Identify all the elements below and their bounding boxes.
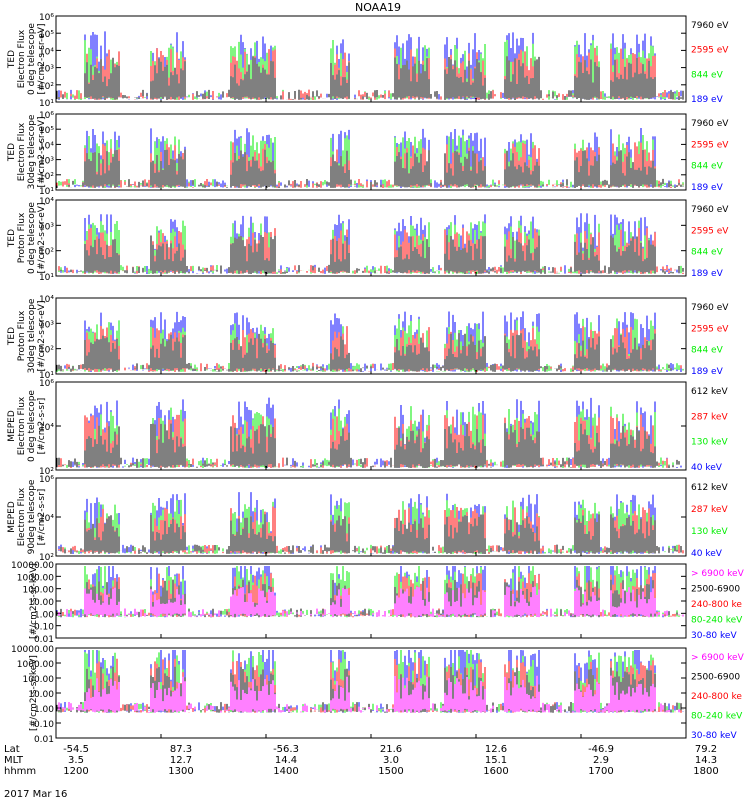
legend-entry: 7960 eV xyxy=(691,21,729,31)
y-axis-label: [#/cm2-s-sr] xyxy=(37,489,47,546)
legend-entry: 189 eV xyxy=(691,367,724,377)
y-axis-label: 0 deg telescope xyxy=(27,390,37,462)
y-axis-label: Electron Flux xyxy=(17,122,27,181)
y-axis-label: 0 deg telescope xyxy=(27,23,37,95)
y-axis-label: MEPED xyxy=(7,501,17,533)
y-axis-label: TED xyxy=(7,327,17,346)
legend-entry: 130 keV xyxy=(691,527,728,537)
y-axis-label: Electron Flux xyxy=(17,29,27,88)
panel-traces xyxy=(57,128,683,188)
y-axis-label: [#/cm2-s-sr-eV] xyxy=(37,24,47,95)
y-axis-label: [#/cm2-s-sr-eV] xyxy=(37,203,47,274)
legend-entry: 2595 eV xyxy=(691,46,729,56)
legend-entry: 287 keV xyxy=(691,412,728,422)
legend-entry: 844 eV xyxy=(691,70,724,80)
y-axis-label: [#/cm2-s-sr-eV] xyxy=(37,301,47,372)
legend-entry: 844 eV xyxy=(691,346,724,356)
y-axis-label: TED xyxy=(7,229,17,248)
y-tick-label: 10¹ xyxy=(39,273,54,283)
legend-entry: 7960 eV xyxy=(691,303,729,313)
panel-traces xyxy=(57,492,683,554)
y-axis-label: Electron Flux xyxy=(17,487,27,546)
legend-entry: 844 eV xyxy=(691,248,724,258)
y-axis-label: 30deg telescope xyxy=(27,298,37,373)
legend-entry: 189 eV xyxy=(691,183,724,193)
y-axis-label: [#/cm2-s-sr] xyxy=(37,398,47,455)
legend-entry: 189 eV xyxy=(691,95,724,105)
legend-entry: 287 keV xyxy=(691,505,728,515)
y-axis-label: 30deg telescope xyxy=(27,114,37,189)
legend-entry: 7960 eV xyxy=(691,205,729,215)
legend-entry: 40 keV xyxy=(691,463,723,473)
panel-traces xyxy=(59,213,683,274)
legend-entry: 2595 eV xyxy=(691,324,729,334)
y-axis-label: [#/cm2-s-sr-eV] xyxy=(37,117,47,188)
panel-traces xyxy=(57,311,683,372)
y-axis-label: Electron Flux xyxy=(17,396,27,455)
y-tick-label: 10⁶ xyxy=(39,475,54,485)
legend-entry: 40 keV xyxy=(691,549,723,559)
legend-entry: 7960 eV xyxy=(691,119,729,129)
y-tick-label: 10⁶ xyxy=(39,13,54,23)
legend-entry: 2595 eV xyxy=(691,140,729,150)
y-axis-label: TED xyxy=(7,50,17,69)
y-tick-label: 10¹ xyxy=(39,99,54,109)
y-axis-label: MEPED xyxy=(7,410,17,442)
y-axis-label: 0 deg telescope xyxy=(27,202,37,274)
panel-traces xyxy=(57,398,681,468)
y-axis-label: Proton Flux xyxy=(17,212,27,263)
legend-entry: 844 eV xyxy=(691,162,724,172)
legend-entry: 612 keV xyxy=(691,483,728,493)
legend-entry: 612 keV xyxy=(691,387,728,397)
legend-entry: 130 keV xyxy=(691,438,728,448)
legend-entry: 2595 eV xyxy=(691,226,729,236)
y-tick-label: 10⁶ xyxy=(39,379,54,389)
panel-traces xyxy=(57,31,683,100)
y-axis-label: Proton Flux xyxy=(17,310,27,361)
y-tick-label: 10¹ xyxy=(39,187,54,197)
figure-title: NOAA19 xyxy=(355,1,401,14)
legend-entry: 189 eV xyxy=(691,269,724,279)
y-axis-label: 90deg telescope xyxy=(27,479,37,554)
y-axis-label: TED xyxy=(7,143,17,162)
